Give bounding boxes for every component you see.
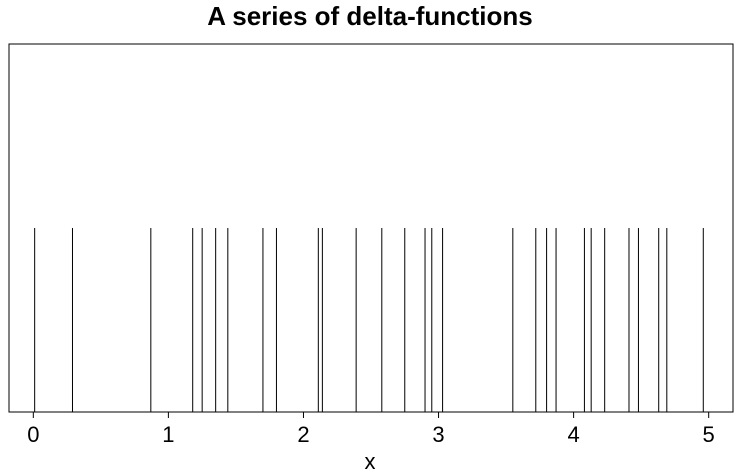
x-tick-label: 0 — [27, 422, 39, 447]
plot-frame — [8, 43, 734, 413]
x-tick-label: 4 — [567, 422, 579, 447]
x-tick-label: 5 — [703, 422, 715, 447]
spike-series — [34, 228, 704, 412]
x-tick-label: 2 — [297, 422, 309, 447]
x-axis-label: x — [365, 449, 376, 474]
chart-title: A series of delta-functions — [207, 1, 533, 31]
x-tick-label: 1 — [162, 422, 174, 447]
x-tick-label: 3 — [432, 422, 444, 447]
x-axis-ticks: 0 1 2 3 4 5 — [27, 412, 715, 447]
